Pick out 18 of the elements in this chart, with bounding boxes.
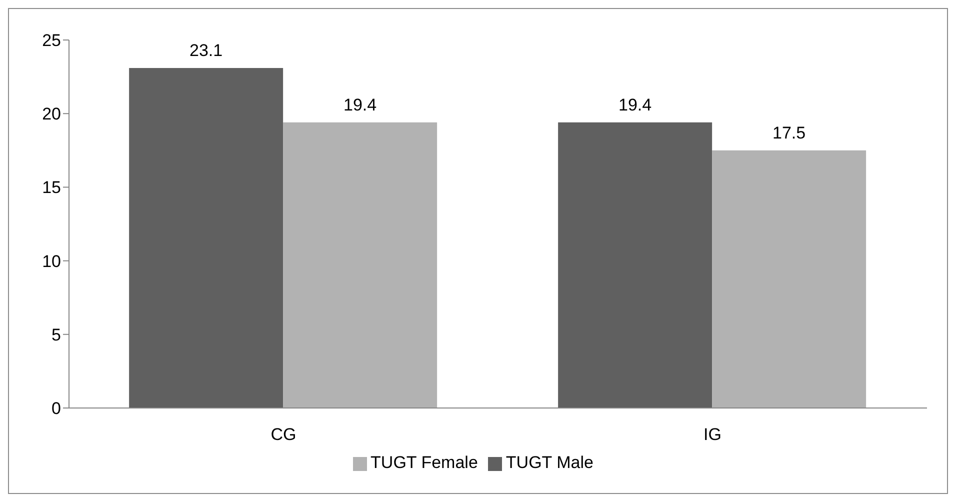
legend-label: TUGT Male <box>506 453 594 472</box>
y-tick-label: 10 <box>42 252 61 271</box>
x-tick-label: CG <box>270 425 296 444</box>
bar <box>129 68 284 408</box>
bar <box>712 150 866 408</box>
y-tick-label: 20 <box>42 104 61 124</box>
data-label: 17.5 <box>772 123 806 142</box>
legend-label: TUGT Female <box>370 453 478 472</box>
y-tick-label: 25 <box>42 31 61 50</box>
y-tick-label: 5 <box>52 325 61 344</box>
data-label: 23.1 <box>190 40 223 60</box>
data-label: 19.4 <box>344 95 377 114</box>
bar <box>283 122 438 408</box>
bar <box>558 122 712 408</box>
x-tick-label: IG <box>704 425 722 444</box>
data-label: 19.4 <box>618 95 652 114</box>
y-tick-label: 0 <box>52 399 61 418</box>
y-tick-label: 15 <box>42 178 61 198</box>
